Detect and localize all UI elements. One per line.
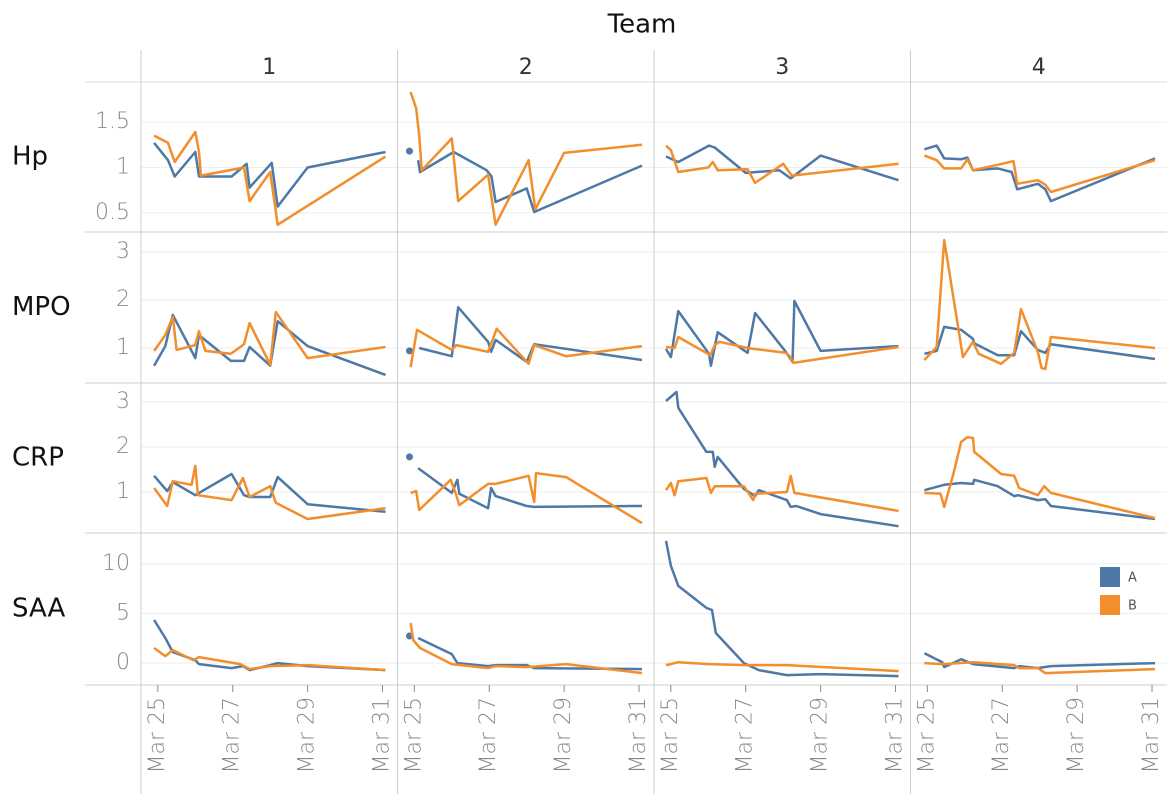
series-line	[923, 238, 1156, 371]
y-tick-label: 1.5	[95, 109, 130, 134]
series-line	[923, 154, 1156, 194]
column-header: 1	[262, 55, 276, 80]
y-tick-label: 2	[116, 434, 130, 459]
y-tick-label: 10	[102, 551, 130, 576]
series-line	[409, 327, 643, 368]
series-line	[417, 467, 643, 510]
series-line	[924, 660, 1156, 675]
series-line	[153, 619, 386, 672]
series-line	[924, 144, 1156, 203]
x-tick-label: Mar 31	[883, 697, 908, 774]
series-line	[664, 540, 899, 678]
series-point	[405, 347, 413, 355]
series-line	[153, 646, 386, 672]
y-tick-label: 0	[116, 650, 130, 675]
row-label: CRP	[12, 443, 64, 473]
y-tick-label: 1	[116, 479, 130, 504]
column-header: 4	[1032, 55, 1046, 80]
x-tick-label: Mar 29	[295, 697, 320, 774]
legend-swatch	[1100, 595, 1120, 615]
series-line	[924, 325, 1156, 361]
series-line	[153, 472, 386, 514]
series-line	[409, 622, 643, 675]
series-line	[665, 660, 899, 673]
x-tick-label: Mar 25	[401, 697, 426, 774]
series-line	[665, 390, 899, 528]
y-tick-label: 3	[116, 389, 130, 414]
series-line	[153, 130, 387, 226]
column-header: 3	[775, 55, 789, 80]
y-tick-label: 0.5	[95, 200, 130, 225]
series-line	[665, 144, 899, 182]
x-tick-label: Mar 31	[370, 697, 395, 774]
chart-title: Team	[607, 10, 677, 40]
x-tick-label: Mar 25	[914, 697, 939, 774]
series-line	[409, 91, 643, 226]
x-tick-label: Mar 25	[658, 697, 683, 774]
x-tick-label: Mar 27	[733, 697, 758, 774]
series-line	[410, 471, 643, 525]
series-line	[665, 144, 899, 185]
y-tick-label: 2	[116, 287, 130, 312]
y-tick-label: 1	[116, 154, 130, 179]
x-tick-label: Mar 27	[476, 697, 501, 774]
x-tick-label: Mar 29	[1064, 697, 1089, 774]
series-line	[153, 142, 386, 208]
series-line	[153, 464, 386, 521]
x-tick-label: Mar 25	[145, 697, 170, 774]
x-tick-label: Mar 31	[626, 697, 651, 774]
series-line	[664, 299, 899, 367]
x-tick-label: Mar 27	[220, 697, 245, 774]
series-line	[664, 474, 899, 513]
series-line	[923, 652, 1156, 670]
x-tick-label: Mar 27	[989, 697, 1014, 774]
x-tick-label: Mar 29	[551, 697, 576, 774]
x-tick-label: Mar 29	[808, 697, 833, 774]
series-line	[416, 150, 643, 214]
column-header: 2	[519, 55, 533, 80]
row-label: Hp	[12, 142, 48, 172]
row-label: SAA	[12, 594, 65, 624]
legend-swatch	[1100, 567, 1120, 587]
y-tick-label: 5	[116, 600, 130, 625]
legend-label: A	[1128, 571, 1137, 586]
series-line	[924, 478, 1156, 521]
series-point	[405, 147, 413, 155]
series-line	[924, 435, 1156, 520]
legend-label: B	[1128, 599, 1137, 614]
series-point	[405, 453, 413, 461]
y-tick-label: 1	[116, 335, 130, 360]
series-line	[153, 310, 386, 367]
row-label: MPO	[12, 292, 71, 322]
y-tick-label: 3	[116, 239, 130, 264]
x-tick-label: Mar 31	[1139, 697, 1164, 774]
series-line	[665, 335, 899, 365]
